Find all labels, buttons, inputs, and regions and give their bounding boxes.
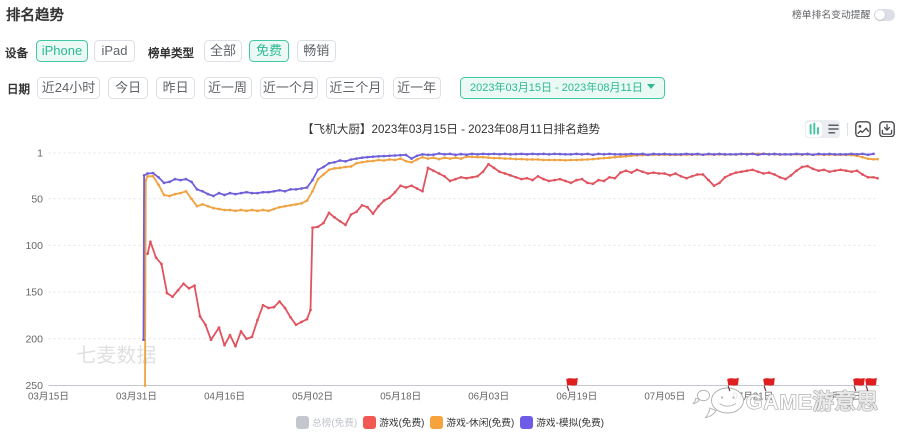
svg-text:06月03日: 06月03日 [468, 391, 509, 403]
svg-text:04月16日: 04月16日 [204, 391, 245, 403]
svg-text:150: 150 [25, 287, 43, 299]
svg-text:03月31日: 03月31日 [116, 391, 157, 403]
svg-text:1: 1 [37, 148, 43, 160]
svg-text:03月15日: 03月15日 [28, 391, 69, 403]
svg-text:08月06日: 08月06日 [820, 391, 861, 403]
svg-text:06月19日: 06月19日 [556, 391, 597, 403]
svg-text:GAME游意思: GAME游意思 [746, 389, 879, 414]
svg-text:七麦数据: 七麦数据 [77, 345, 157, 367]
svg-text:200: 200 [25, 333, 43, 345]
svg-text:05月18日: 05月18日 [380, 391, 421, 403]
svg-text:07月05日: 07月05日 [644, 391, 685, 403]
svg-text:250: 250 [25, 380, 43, 392]
svg-text:05月02日: 05月02日 [292, 391, 333, 403]
svg-text:50: 50 [31, 193, 43, 205]
svg-text:100: 100 [25, 240, 43, 252]
